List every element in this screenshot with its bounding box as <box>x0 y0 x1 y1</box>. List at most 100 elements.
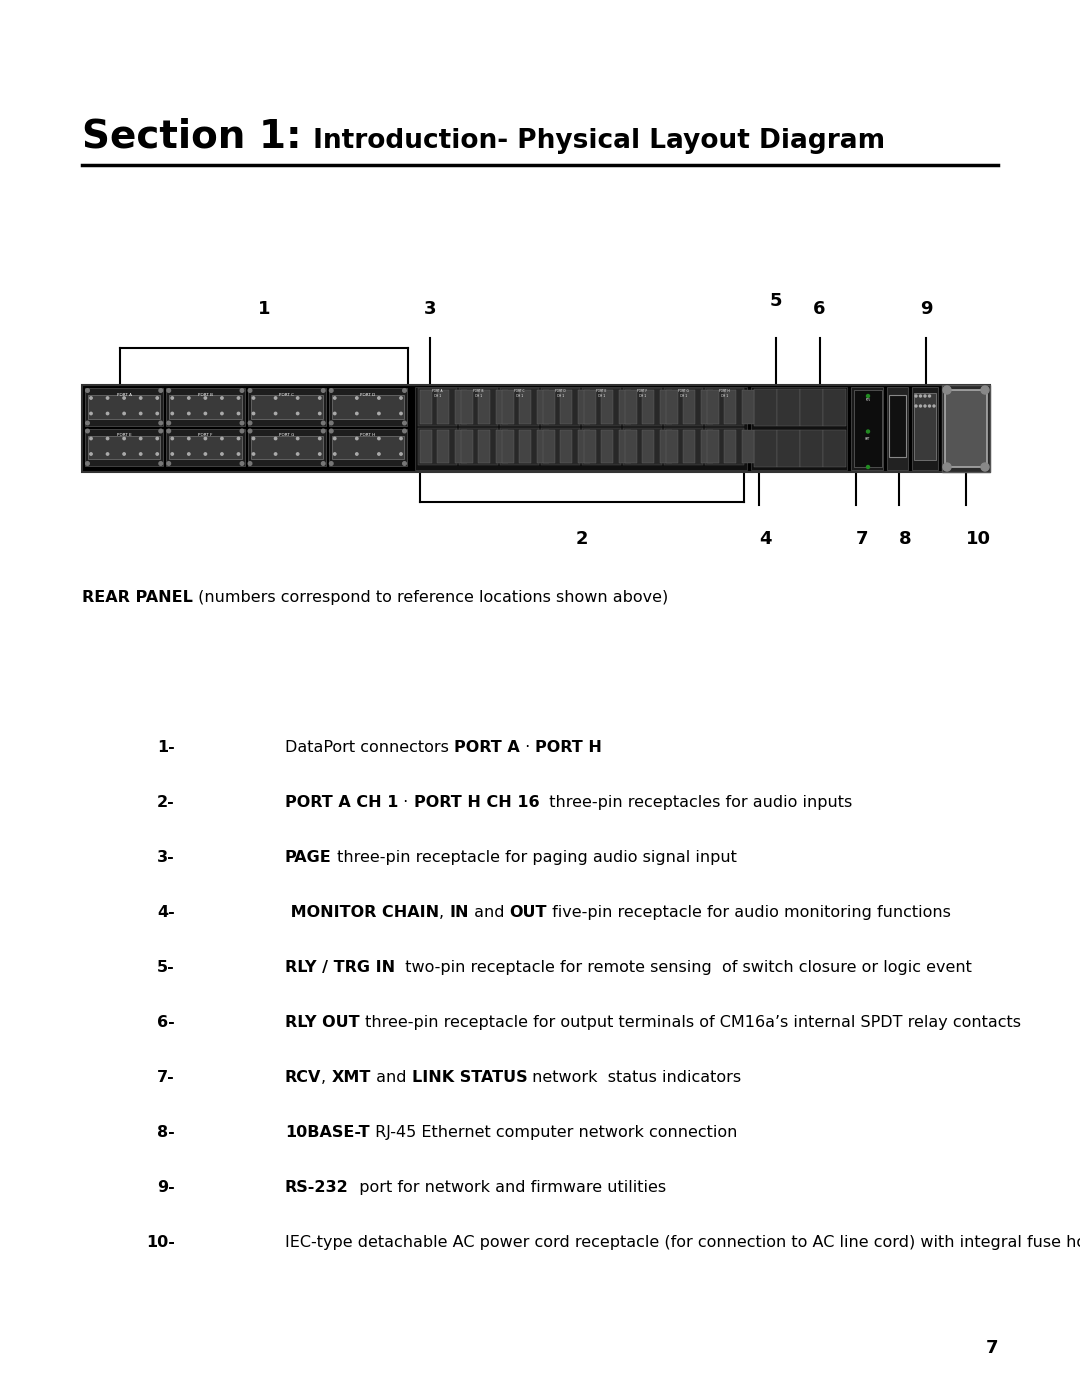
Text: RLY OUT: RLY OUT <box>285 1016 360 1030</box>
Bar <box>578 429 590 462</box>
Circle shape <box>220 453 224 455</box>
Circle shape <box>322 422 325 425</box>
Bar <box>455 390 467 423</box>
Text: PORT D: PORT D <box>361 393 376 397</box>
Circle shape <box>139 412 141 415</box>
Circle shape <box>866 430 869 433</box>
Text: 6: 6 <box>813 300 826 319</box>
Text: 5: 5 <box>769 292 782 310</box>
Bar <box>437 429 449 462</box>
Text: 7-: 7- <box>158 1070 175 1085</box>
Text: and: and <box>372 1070 411 1085</box>
Bar <box>800 388 823 426</box>
Text: LINK STATUS: LINK STATUS <box>411 1070 527 1085</box>
Circle shape <box>378 397 380 400</box>
Circle shape <box>123 412 125 415</box>
Bar <box>851 387 883 469</box>
Circle shape <box>919 405 921 407</box>
Bar <box>542 429 555 462</box>
Text: ·: · <box>399 795 414 810</box>
Bar <box>642 390 654 423</box>
Circle shape <box>933 405 935 407</box>
Circle shape <box>915 395 917 397</box>
Circle shape <box>123 397 125 400</box>
Bar <box>665 429 678 462</box>
Circle shape <box>378 412 380 415</box>
Bar <box>706 429 719 462</box>
Bar <box>500 388 539 426</box>
Circle shape <box>188 453 190 455</box>
Circle shape <box>167 429 171 433</box>
Circle shape <box>334 412 336 415</box>
Text: RLY / TRG IN: RLY / TRG IN <box>285 960 395 975</box>
Text: two-pin receptacle for remote sensing  of switch closure or logic event: two-pin receptacle for remote sensing of… <box>395 960 972 975</box>
Bar <box>82 386 990 472</box>
Text: and: and <box>469 905 510 921</box>
Circle shape <box>220 437 224 440</box>
Circle shape <box>943 386 951 394</box>
Text: PORT H: PORT H <box>535 740 602 754</box>
Bar <box>170 395 242 419</box>
Bar <box>85 429 163 467</box>
Circle shape <box>188 397 190 400</box>
Circle shape <box>156 453 159 455</box>
Text: 3: 3 <box>423 300 436 319</box>
Text: PORT F: PORT F <box>198 433 213 437</box>
Bar <box>415 387 747 469</box>
Bar <box>665 390 678 423</box>
Bar <box>664 427 703 465</box>
Circle shape <box>159 429 163 433</box>
Circle shape <box>334 397 336 400</box>
Bar <box>460 429 473 462</box>
Text: PAGE: PAGE <box>285 849 332 865</box>
Bar <box>800 430 823 467</box>
Text: five-pin receptacle for audio monitoring functions: five-pin receptacle for audio monitoring… <box>546 905 950 921</box>
Circle shape <box>400 453 402 455</box>
Circle shape <box>334 453 336 455</box>
Text: 3-: 3- <box>158 849 175 865</box>
Text: IEC-type detachable AC power cord receptacle (for connection to AC line cord) wi: IEC-type detachable AC power cord recept… <box>285 1235 1080 1250</box>
Circle shape <box>188 437 190 440</box>
Circle shape <box>139 397 141 400</box>
Bar <box>823 430 846 467</box>
Circle shape <box>274 412 276 415</box>
Circle shape <box>238 412 240 415</box>
Circle shape <box>319 437 321 440</box>
Bar <box>582 388 621 426</box>
Circle shape <box>240 461 244 465</box>
Circle shape <box>85 388 90 393</box>
Bar <box>660 429 672 462</box>
Text: PORT E: PORT E <box>117 433 132 437</box>
Bar <box>247 388 326 426</box>
Circle shape <box>238 453 240 455</box>
Circle shape <box>403 422 406 425</box>
Text: PORT G: PORT G <box>279 433 295 437</box>
Bar <box>170 436 242 460</box>
Circle shape <box>248 429 252 433</box>
Text: XMT: XMT <box>332 1070 372 1085</box>
Text: 7: 7 <box>856 529 868 548</box>
Circle shape <box>329 422 333 425</box>
Text: PORT H CH 16: PORT H CH 16 <box>414 795 539 810</box>
Bar <box>583 429 596 462</box>
Circle shape <box>156 437 159 440</box>
Circle shape <box>378 437 380 440</box>
Text: RCV: RCV <box>285 1070 322 1085</box>
Circle shape <box>238 397 240 400</box>
Circle shape <box>915 405 917 407</box>
Text: PORT A: PORT A <box>117 393 132 397</box>
Circle shape <box>355 453 359 455</box>
Circle shape <box>248 422 252 425</box>
Bar <box>418 427 457 465</box>
Circle shape <box>866 465 869 468</box>
Circle shape <box>274 437 276 440</box>
Circle shape <box>159 388 163 393</box>
Circle shape <box>106 397 109 400</box>
Circle shape <box>929 395 931 397</box>
Text: 9: 9 <box>920 300 932 319</box>
Text: (numbers correspond to reference locations shown above): (numbers correspond to reference locatio… <box>193 590 669 605</box>
Bar <box>742 390 754 423</box>
Bar <box>823 388 846 426</box>
Bar <box>642 429 654 462</box>
Text: 1-: 1- <box>158 740 175 754</box>
